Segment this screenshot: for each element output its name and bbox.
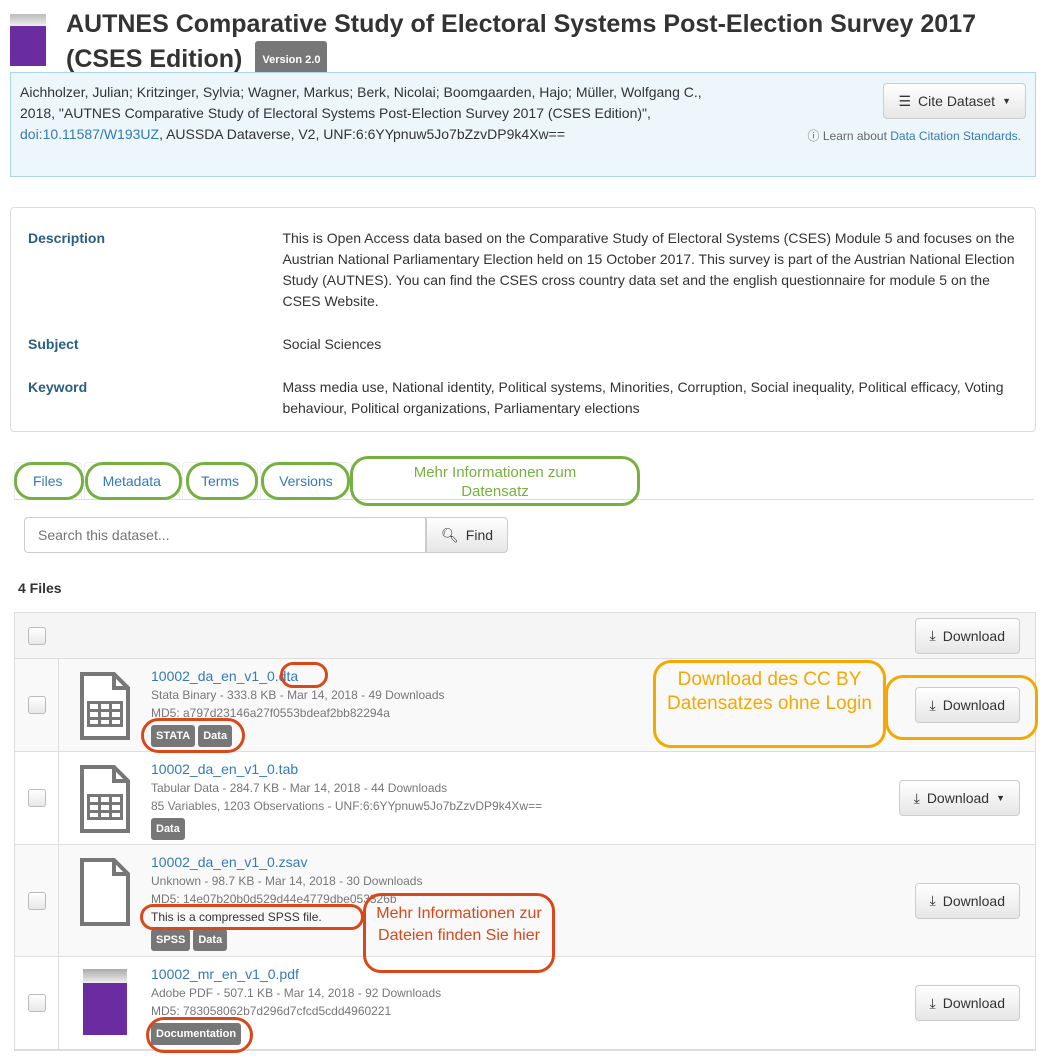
annotation-description-highlight	[140, 904, 364, 930]
metadata-summary: Description This is Open Access data base…	[10, 207, 1036, 432]
find-label: Find	[465, 527, 494, 543]
files-table: ⤓ Download 10002_da_en_v1_0.dta Stata Bin…	[14, 612, 1036, 1051]
download-button[interactable]: ⤓ Download	[914, 985, 1020, 1021]
doi-link[interactable]: doi:10.11587/W193UZ	[20, 126, 160, 142]
description-value: This is Open Access data based on the Co…	[282, 230, 1015, 309]
download-icon: ⤓	[929, 696, 936, 713]
dataset-thumbnail	[10, 14, 46, 66]
download-button[interactable]: ⤓ Download	[914, 687, 1020, 723]
learn-prefix: Learn about	[822, 129, 891, 143]
description-label: Description	[28, 230, 106, 246]
file-row: 10002_da_en_v1_0.dta Stata Binary - 333.…	[15, 659, 1035, 752]
file-name-link[interactable]: 10002_da_en_v1_0.dta	[151, 668, 299, 684]
download-all-button[interactable]: ⤓ Download	[914, 617, 1020, 654]
file-checkbox[interactable]	[27, 789, 46, 807]
file-row: 10002_da_en_v1_0.zsav Unknown - 98.7 KB …	[15, 845, 1035, 957]
download-label: Download	[942, 697, 1005, 713]
file-checkbox[interactable]	[27, 696, 46, 714]
pdf-thumbnail	[59, 957, 151, 1049]
search-bar: 🔍︎ Find	[24, 517, 509, 553]
citation-text-end: , AUSSDA Dataverse, V2, UNF:6:6YYpnuw5Jo…	[159, 126, 565, 142]
file-name-link[interactable]: 10002_da_en_v1_0.tab	[151, 761, 299, 777]
tabular-file-icon	[59, 752, 151, 844]
annotation-download-highlight	[885, 675, 1038, 740]
annotation-tabs-note: Mehr Informationen zum Datensatz	[350, 456, 640, 506]
keyword-value: Mass media use, National identity, Polit…	[282, 379, 1004, 416]
file-checksum: 85 Variables, 1203 Observations - UNF:6:…	[151, 799, 543, 813]
caret-down-icon: ▼	[996, 793, 1005, 803]
search-icon: 🔍︎	[441, 526, 459, 543]
download-label: Download	[942, 995, 1005, 1011]
annotation-dta-highlight	[280, 662, 328, 688]
file-tag: Data	[193, 929, 228, 951]
citation-text: Aichholzer, Julian; Kritzinger, Sylvia; …	[20, 84, 702, 121]
download-label: Download	[942, 892, 1005, 909]
info-icon: ⓘ	[807, 129, 820, 143]
files-count: 4 Files	[18, 580, 62, 596]
annotation-labels-highlight	[141, 718, 245, 753]
file-name-link[interactable]: 10002_mr_en_v1_0.pdf	[151, 966, 299, 982]
file-checksum: MD5: a797d23146a27f0553bdeaf2bb82294a	[151, 706, 390, 720]
file-info: Tabular Data - 284.7 KB - Mar 14, 2018 -…	[151, 781, 448, 795]
annotation-tab-terms	[186, 462, 258, 500]
download-icon: ⤓	[929, 627, 936, 643]
dataset-title: AUTNES Comparative Study of Electoral Sy…	[66, 10, 977, 74]
download-icon: ⤓	[913, 789, 920, 806]
file-checkbox[interactable]	[27, 891, 46, 910]
file-tag: Data	[151, 818, 185, 840]
list-icon: ☰	[898, 92, 912, 109]
file-info: Stata Binary - 333.8 KB - Mar 14, 2018 -…	[151, 688, 445, 702]
file-checksum: MD5: 783058062b7d296d7cfcd5cdd4960221	[151, 1004, 392, 1018]
annotation-documentation-highlight	[146, 1017, 253, 1053]
citation-box: Aichholzer, Julian; Kritzinger, Sylvia; …	[10, 72, 1036, 177]
page-title: AUTNES Comparative Study of Electoral Sy…	[66, 8, 1026, 80]
file-info: Unknown - 98.7 KB - Mar 14, 2018 - 30 Do…	[151, 874, 423, 888]
file-name-link[interactable]: 10002_da_en_v1_0.zsav	[151, 854, 308, 870]
cite-dataset-button[interactable]: ☰ Cite Dataset ▼	[883, 83, 1026, 119]
file-tag: Documentation	[151, 1023, 242, 1045]
citation-standards-link[interactable]: Data Citation Standards.	[890, 129, 1021, 143]
download-button[interactable]: ⤓ Download ▼	[898, 780, 1020, 816]
download-icon: ⤓	[929, 892, 936, 908]
download-button[interactable]: ⤓ Download	[914, 882, 1020, 919]
file-tag: Data	[198, 725, 233, 747]
file-checkbox[interactable]	[27, 994, 46, 1012]
search-input[interactable]	[24, 517, 426, 553]
subject-label: Subject	[28, 336, 79, 352]
keyword-label: Keyword	[28, 379, 88, 395]
annotation-file-note: Mehr Informationen zur Dateien finden Si…	[363, 893, 555, 973]
caret-down-icon: ▼	[1002, 95, 1011, 106]
subject-value: Social Sciences	[282, 336, 382, 352]
file-tag: STATA	[151, 725, 196, 747]
download-label: Download	[926, 790, 990, 806]
tabular-file-icon	[59, 659, 151, 751]
download-icon: ⤓	[929, 994, 936, 1011]
download-label: Download	[942, 627, 1005, 644]
blank-file-icon	[59, 845, 151, 956]
annotation-tab-files	[14, 462, 84, 500]
file-description: This is a compressed SPSS file.	[151, 910, 322, 924]
select-all-checkbox[interactable]	[28, 627, 46, 645]
cite-label: Cite Dataset	[918, 92, 996, 109]
file-info: Adobe PDF - 507.1 KB - Mar 14, 2018 - 92…	[151, 986, 442, 1000]
file-tag: SPSS	[151, 929, 191, 951]
annotation-download-note: Download des CC BY Datensatzes ohne Logi…	[653, 660, 886, 748]
learn-citation: ⓘ Learn about Data Citation Standards.	[808, 126, 1022, 147]
annotation-tab-metadata	[85, 462, 182, 500]
annotation-tab-versions	[261, 462, 350, 500]
file-checksum: MD5: 14e07b20b0d529d44e4779dbe053326b	[151, 892, 397, 906]
file-row: 10002_mr_en_v1_0.pdf Adobe PDF - 507.1 K…	[15, 957, 1035, 1050]
table-header: ⤓ Download	[15, 613, 1035, 659]
find-button[interactable]: 🔍︎ Find	[426, 517, 509, 553]
file-row: 10002_da_en_v1_0.tab Tabular Data - 284.…	[15, 752, 1035, 845]
